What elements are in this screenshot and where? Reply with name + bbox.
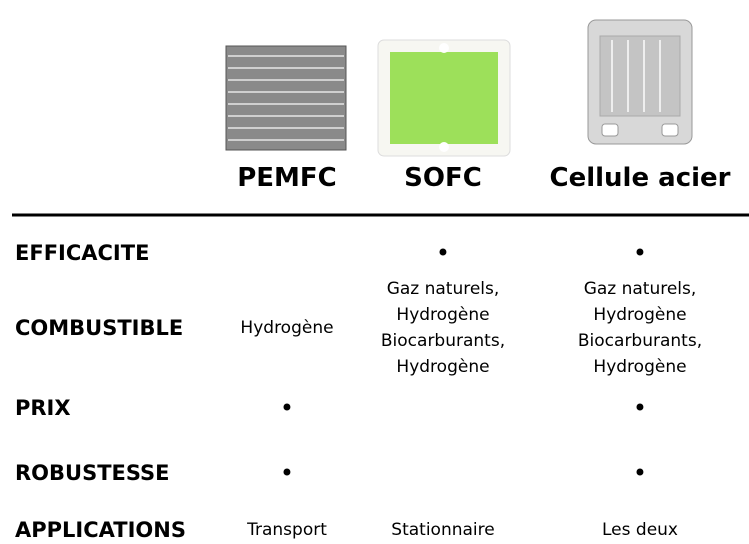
sofc-image (377, 39, 511, 157)
table-cell: Stationnaire (391, 517, 494, 543)
table-cell: Gaz naturels, Hydrogène Biocarburants, Hydr… (381, 276, 505, 380)
row-label: ROBUSTESSE (15, 461, 170, 485)
row-label: EFFICACITE (15, 241, 150, 265)
cell-line: Biocarburants, (577, 331, 703, 351)
cell-line: Gaz naturels, (583, 279, 697, 299)
table-cell: • (280, 395, 294, 421)
column-header: SOFC (404, 163, 482, 193)
cell-line: Biocarburants, (380, 331, 506, 351)
cell-line: Hydrogène (396, 357, 490, 377)
row-label: PRIX (15, 396, 71, 420)
row-label: APPLICATIONS (15, 518, 186, 542)
row-label: COMBUSTIBLE (15, 316, 184, 340)
cell-line: Hydrogène (593, 305, 687, 325)
table-cell: • (280, 460, 294, 486)
table-cell: • (633, 240, 647, 266)
column-header: Cellule acier (549, 163, 731, 193)
bullet: • (435, 239, 451, 267)
cell-line: Les deux (602, 520, 678, 540)
table-cell: • (633, 395, 647, 421)
steel-cell-image (587, 19, 693, 145)
bullet: • (632, 459, 648, 487)
cell-line: Hydrogène (240, 318, 334, 338)
bullet: • (632, 394, 648, 422)
table-cell: Les deux (602, 517, 678, 543)
cell-line: Transport (247, 520, 327, 540)
table-cell: • (436, 240, 450, 266)
cell-line: Gaz naturels, (386, 279, 500, 299)
column-header: PEMFC (237, 163, 337, 193)
cell-line: Stationnaire (391, 520, 495, 540)
table-cell: Gaz naturels, Hydrogène Biocarburants, Hydr… (578, 276, 702, 380)
cell-line: Hydrogène (593, 357, 687, 377)
pemfc-image (225, 45, 347, 151)
bullet: • (279, 394, 295, 422)
table-cell: Hydrogène (240, 315, 333, 341)
cell-line: Hydrogène (396, 305, 490, 325)
bullet: • (279, 459, 295, 487)
table-cell: • (633, 460, 647, 486)
bullet: • (632, 239, 648, 267)
table-cell: Transport (247, 517, 327, 543)
